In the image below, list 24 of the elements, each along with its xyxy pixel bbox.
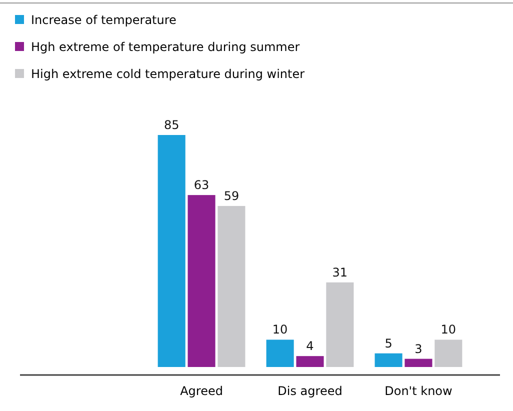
data-label: 10 — [440, 322, 456, 337]
bar — [404, 358, 432, 367]
bar — [434, 340, 462, 367]
bar — [374, 353, 402, 367]
data-label: 63 — [194, 178, 210, 192]
bar — [266, 340, 294, 367]
x-tick-label: Don't know — [384, 384, 453, 398]
x-tick-label: Dis agreed — [278, 384, 342, 398]
data-label: 5 — [384, 336, 392, 350]
bar — [158, 135, 186, 367]
legend-label: High extreme cold temperature during winter — [31, 67, 305, 81]
x-tick-label: Agreed — [180, 384, 223, 398]
data-label: 85 — [164, 118, 180, 132]
data-label: 3 — [414, 342, 422, 356]
data-label: 59 — [224, 188, 240, 203]
legend-label: Hgh extreme of temperature during summer — [31, 40, 300, 54]
bar — [218, 206, 246, 367]
data-label: 4 — [306, 339, 314, 354]
data-label: 31 — [332, 265, 348, 280]
bar — [326, 282, 354, 367]
bar — [188, 195, 216, 367]
data-label: 10 — [272, 322, 288, 337]
legend-label: Increase of temperature — [31, 13, 176, 27]
bar — [296, 356, 324, 367]
